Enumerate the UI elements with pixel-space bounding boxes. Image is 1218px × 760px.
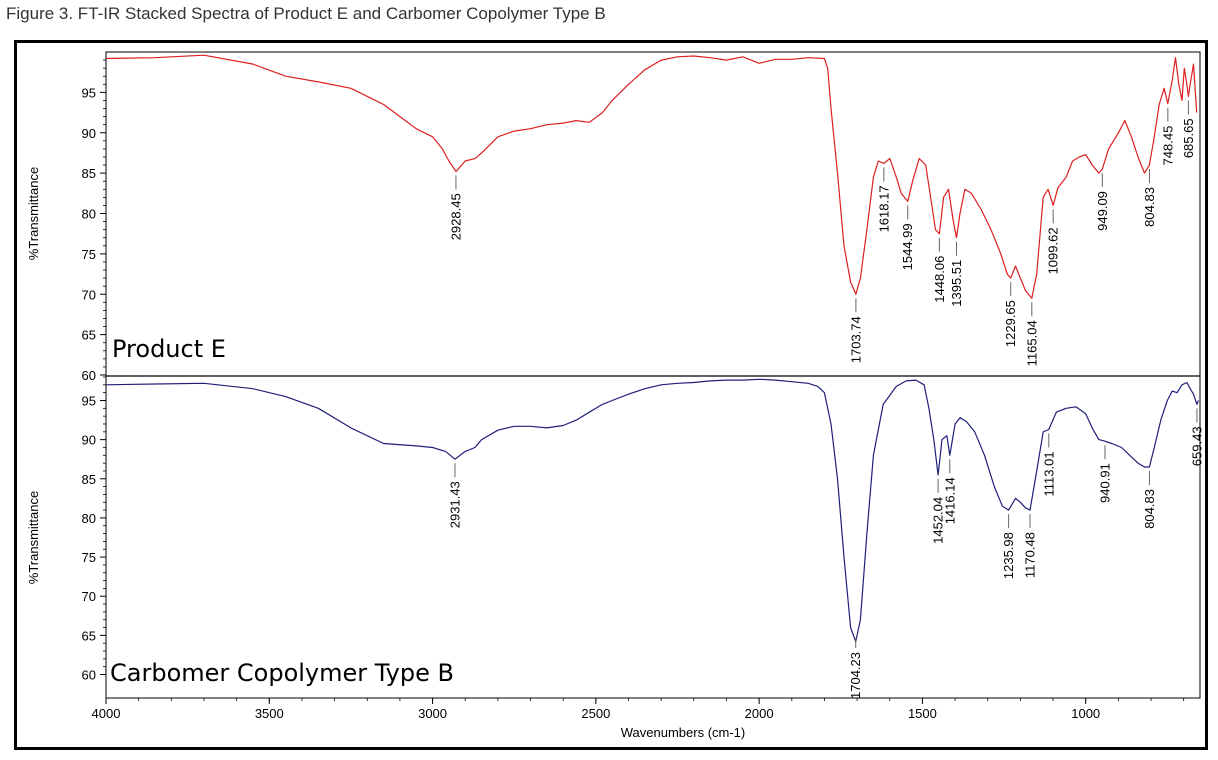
peak-label: 1099.62 [1046, 227, 1061, 274]
peak-label: 940.91 [1097, 463, 1112, 503]
y-tick-label: 75 [82, 247, 96, 262]
y-tick-label: 85 [82, 472, 96, 487]
x-tick-label: 1500 [908, 706, 937, 721]
x-tick-label: 1000 [1071, 706, 1100, 721]
peak-label: 2931.43 [447, 481, 462, 528]
x-axis-label: Wavenumbers (cm-1) [621, 725, 745, 740]
peak-label: 804.83 [1142, 489, 1157, 529]
y-tick-label: 90 [82, 126, 96, 141]
y-axis-label: %Transmittance [26, 167, 41, 260]
peak-label: 1165.04 [1024, 320, 1039, 366]
peak-label: 1448.06 [932, 256, 947, 303]
panel-label: Product E [112, 335, 226, 363]
x-tick-label: 4000 [92, 706, 121, 721]
peak-label: 2928.45 [448, 193, 463, 240]
peak-label: 1544.99 [900, 223, 915, 270]
peak-label: 748.45 [1160, 126, 1175, 166]
peak-label: 1452.04 [931, 497, 946, 544]
y-tick-label: 80 [82, 511, 96, 526]
y-tick-label: 60 [82, 368, 96, 383]
plot-area-border [105, 51, 1201, 699]
x-tick-label: 3500 [255, 706, 284, 721]
y-tick-label: 90 [82, 433, 96, 448]
peak-label: 1235.98 [1001, 532, 1016, 579]
peak-label: 949.09 [1095, 191, 1110, 231]
y-axis-label: %Transmittance [26, 491, 41, 584]
y-tick-label: 65 [82, 328, 96, 343]
y-tick-label: 60 [82, 668, 96, 683]
peak-label: 685.65 [1181, 118, 1196, 158]
x-tick-label: 2500 [581, 706, 610, 721]
peak-label: 804.83 [1142, 187, 1157, 227]
peak-label: 1113.01 [1041, 451, 1056, 496]
spectrum-line [105, 378, 1199, 643]
panel-1: 60 65 70 75 80 85 90 95 %Transmittance 2928.45 170… [26, 54, 1198, 383]
peak-label: 1704.23 [848, 652, 863, 699]
peak-label: 1703.74 [848, 316, 863, 363]
y-tick-label: 75 [82, 550, 96, 565]
peak-label: 1170.48 [1023, 532, 1038, 578]
y-tick-label: 95 [82, 393, 96, 408]
figure-frame [14, 40, 1208, 750]
y-tick-label: 70 [82, 589, 96, 604]
y-tick-label: 65 [82, 628, 96, 643]
spectrum-line [105, 54, 1198, 299]
peak-label: 1618.17 [876, 185, 891, 232]
y-tick-label: 70 [82, 287, 96, 302]
peak-label: 1395.51 [949, 260, 964, 307]
peak-label: 659.43 [1189, 426, 1204, 466]
y-tick-label: 95 [82, 85, 96, 100]
peak-label: 1416.14 [942, 477, 957, 524]
x-tick-label: 2000 [745, 706, 774, 721]
y-tick-label: 80 [82, 207, 96, 222]
x-tick-label: 3000 [418, 706, 447, 721]
peak-label: 1229.65 [1003, 300, 1018, 347]
panel-label: Carbomer Copolymer Type B [110, 659, 454, 687]
panel-2: 60 65 70 75 80 85 90 95 %Transmittance 2931.43 170… [26, 376, 1204, 699]
y-tick-label: 85 [82, 166, 96, 181]
figure-title: Figure 3. FT-IR Stacked Spectra of Produ… [6, 4, 606, 23]
